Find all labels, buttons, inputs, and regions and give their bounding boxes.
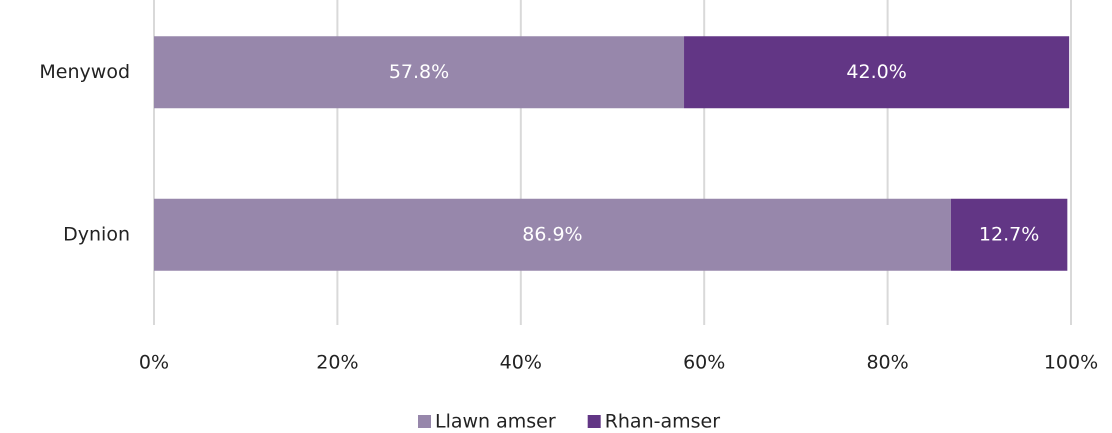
legend-label: Rhan-amser [605, 411, 721, 433]
x-tick-label: 100% [1044, 352, 1098, 374]
bar-segment [684, 36, 1070, 109]
bar-segment [950, 198, 1068, 271]
legend-swatch [418, 415, 431, 428]
y-tick-label: Dynion [63, 223, 130, 245]
y-tick-label: Menywod [39, 61, 130, 83]
x-tick-label: 60% [683, 352, 725, 374]
x-tick-label: 0% [139, 352, 169, 374]
legend-swatch [587, 415, 601, 428]
value-label: 86.9% [522, 223, 582, 245]
x-tick-label: 40% [500, 352, 542, 374]
value-label: 57.8% [389, 61, 449, 83]
value-label: 42.0% [846, 61, 906, 83]
x-tick-label: 20% [316, 352, 358, 374]
legend-label: Llawn amser [435, 411, 556, 433]
bar-segment [154, 198, 951, 271]
value-label: 12.7% [979, 223, 1039, 245]
x-tick-label: 80% [866, 352, 908, 374]
bar-segment [154, 36, 685, 109]
